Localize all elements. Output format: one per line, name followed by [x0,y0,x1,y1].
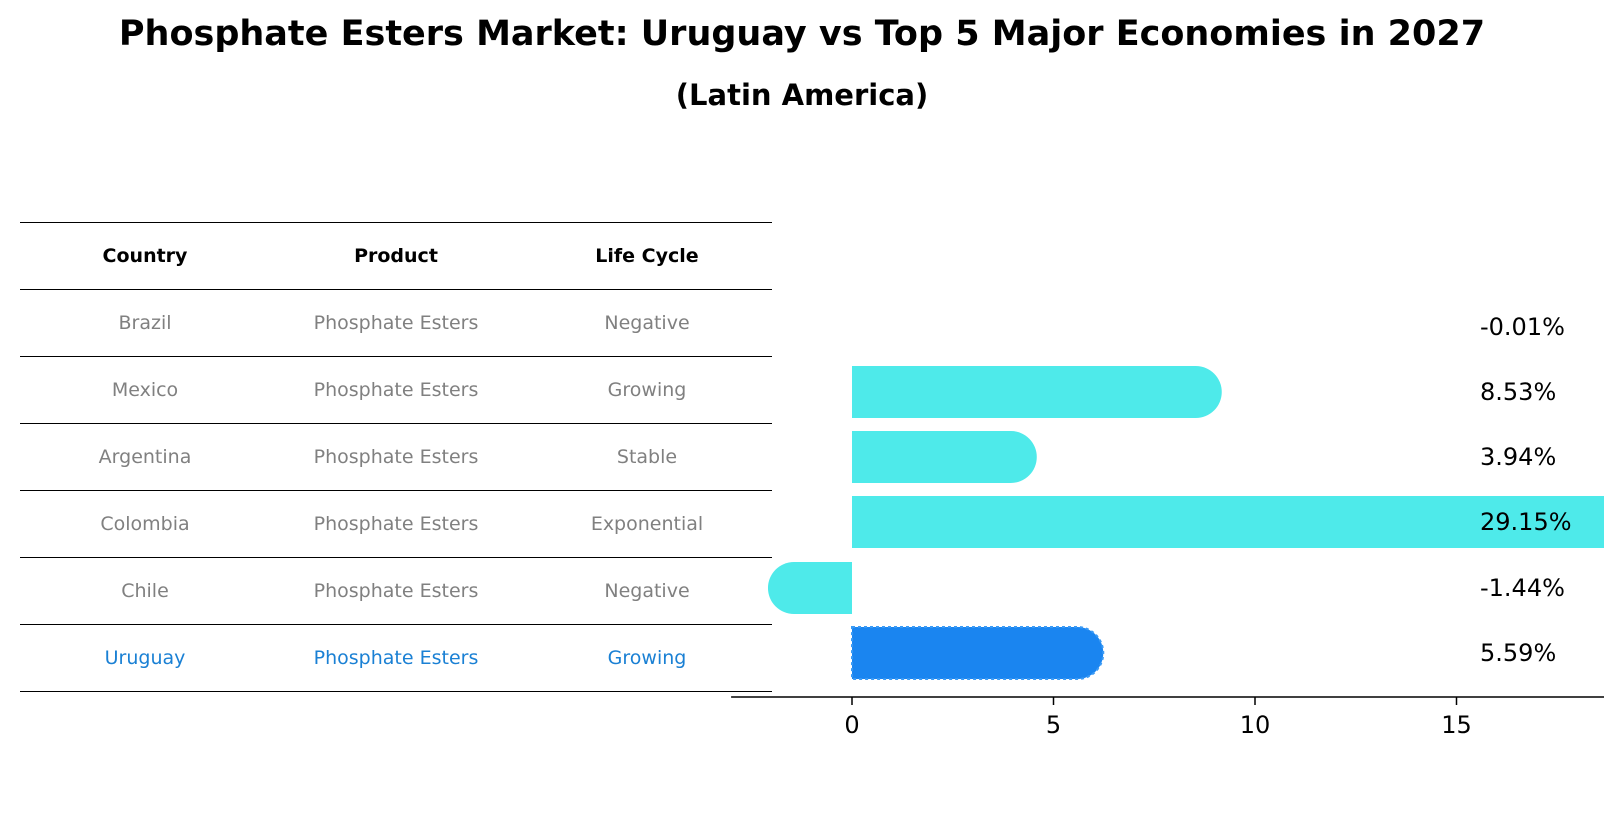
table-row: Brazil Phosphate Esters Negative [20,289,772,356]
cell-product: Phosphate Esters [313,446,479,468]
table-row: Chile Phosphate Esters Negative [20,557,772,624]
chart-subtitle: (Latin America) [675,78,929,112]
header-product: Product [354,245,438,267]
cell-country: Argentina [98,446,192,468]
chart-title: Phosphate Esters Market: Uruguay vs Top … [118,14,1486,54]
cell-life-cycle: Negative [604,312,690,334]
bar-uruguay [851,626,1105,680]
cell-life-cycle: Growing [607,379,687,401]
bar-value-label: 29.15% [1480,508,1572,536]
cell-product: Phosphate Esters [313,580,479,602]
x-tick-label: 5 [1046,711,1061,739]
bar-chile [767,562,852,614]
bar-value-label: 3.94% [1480,443,1556,471]
bar-value-label: 8.53% [1480,378,1556,406]
table-row: Argentina Phosphate Esters Stable [20,423,772,490]
cell-life-cycle: Stable [616,446,678,468]
cell-country: Uruguay [104,647,186,669]
x-tick-label: 15 [1441,711,1472,739]
country-table: Country Product Life Cycle Brazil Phosph… [20,222,772,692]
x-tick-label: 10 [1240,711,1271,739]
bar-value-label: -0.01% [1480,313,1565,341]
cell-life-cycle: Growing [607,647,687,669]
cell-product: Phosphate Esters [313,379,479,401]
table-row: Mexico Phosphate Esters Growing [20,356,772,423]
table-row-highlighted: Uruguay Phosphate Esters Growing [20,624,772,692]
cell-product: Phosphate Esters [313,513,479,535]
bar-argentina [852,431,1037,483]
cell-life-cycle: Exponential [590,513,704,535]
cell-product: Phosphate Esters [313,647,479,669]
bar-value-label: -1.44% [1480,574,1565,602]
header-country: Country [102,245,188,267]
bar-mexico [852,366,1222,418]
cell-life-cycle: Negative [604,580,690,602]
cell-country: Brazil [118,312,172,334]
cell-country: Colombia [100,513,190,535]
bar-value-label: 5.59% [1480,639,1556,667]
cell-country: Mexico [111,379,179,401]
cell-product: Phosphate Esters [313,312,479,334]
cell-country: Chile [121,580,169,602]
table-row: Colombia Phosphate Esters Exponential [20,490,772,557]
bar-colombia [852,496,1604,548]
x-tick-label: 0 [844,711,859,739]
header-life-cycle: Life Cycle [595,245,699,267]
table-header-row: Country Product Life Cycle [20,222,772,289]
